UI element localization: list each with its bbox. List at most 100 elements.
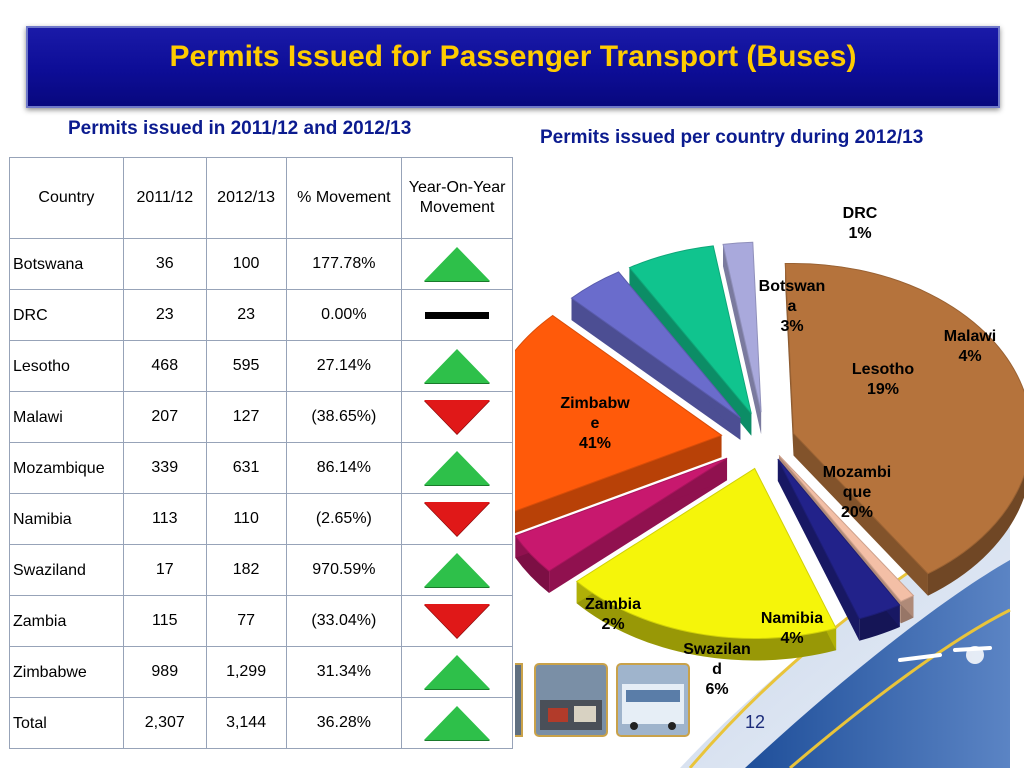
pie-label-swaziland: Swazilan d 6%	[683, 641, 751, 698]
header-country: Country	[9, 157, 124, 239]
table-row: Zimbabwe 989 1,299 31.34%	[9, 646, 513, 698]
pie-label-namibia: Namibia 4%	[761, 610, 823, 647]
pie-label-malawi: Malawi 4%	[944, 328, 996, 365]
pie-slice-malawi	[515, 457, 728, 594]
table-title: Permits issued in 2011/12 and 2012/13	[68, 118, 412, 139]
trend-cell	[401, 595, 513, 647]
table-row: Namibia 113 110 (2.65%)	[9, 493, 513, 545]
value-2011-12-cell: 115	[122, 595, 207, 647]
value-2011-12-cell: 989	[122, 646, 207, 698]
pie-label-mozambique: Mozambi que 20%	[823, 464, 891, 521]
trend-down-arrow-icon	[424, 400, 491, 434]
header-2011-12: 2011/12	[122, 157, 207, 239]
table-row: Swaziland 17 182 970.59%	[9, 544, 513, 596]
pie-label-zimbabwe: Zimbabw e 41%	[560, 395, 630, 452]
country-cell: Botswana	[9, 238, 124, 290]
table-body: Botswana 36 100 177.78% DRC 23 23 0.00% Lesotho 4…	[9, 238, 513, 749]
trend-down-arrow-icon	[424, 604, 491, 638]
value-2011-12-cell: 2,307	[122, 697, 207, 749]
value-2011-12-cell: 207	[122, 391, 207, 443]
table-row: Zambia 115 77 (33.04%)	[9, 595, 513, 647]
percent-movement-cell: (38.65%)	[285, 391, 403, 443]
page-title: Permits Issued for Passenger Transport (…	[169, 40, 857, 73]
value-2011-12-cell: 113	[122, 493, 207, 545]
percent-movement-cell: 0.00%	[285, 289, 403, 341]
title-banner: Permits Issued for Passenger Transport (…	[26, 26, 1000, 108]
trend-cell	[401, 697, 513, 749]
header-year-on-year: Year-On-Year Movement	[401, 157, 513, 239]
pie-label-drc: DRC 1%	[843, 205, 878, 242]
table-header-row: Country 2011/12 2012/13 % Movement Year-…	[9, 157, 513, 239]
bus-photo-1	[515, 663, 523, 737]
trend-up-arrow-icon	[424, 247, 491, 281]
table-row: Botswana 36 100 177.78%	[9, 238, 513, 290]
pie-label-lesotho: Lesotho 19%	[852, 361, 914, 398]
bus-photo-strip	[515, 663, 690, 737]
country-cell: DRC	[9, 289, 124, 341]
trend-cell	[401, 340, 513, 392]
value-2011-12-cell: 339	[122, 442, 207, 494]
country-cell: Lesotho	[9, 340, 124, 392]
value-2012-13-cell: 182	[205, 544, 287, 596]
percent-movement-cell: (2.65%)	[285, 493, 403, 545]
trend-up-arrow-icon	[424, 706, 491, 740]
trend-cell	[401, 544, 513, 596]
trend-cell	[401, 238, 513, 290]
table-row: Total 2,307 3,144 36.28%	[9, 697, 513, 749]
pie-slice-namibia	[570, 271, 741, 440]
percent-movement-cell: 86.14%	[285, 442, 403, 494]
pie-slices	[515, 241, 1024, 661]
trend-up-arrow-icon	[424, 655, 491, 689]
value-2011-12-cell: 23	[122, 289, 207, 341]
percent-movement-cell: 970.59%	[285, 544, 403, 596]
table-row: DRC 23 23 0.00%	[9, 289, 513, 341]
trend-up-arrow-icon	[424, 451, 491, 485]
value-2012-13-cell: 1,299	[205, 646, 287, 698]
header-2012-13: 2012/13	[205, 157, 287, 239]
trend-flat-bar-icon	[425, 311, 490, 319]
value-2012-13-cell: 77	[205, 595, 287, 647]
chart-title: Permits issued per country during 2012/1…	[540, 127, 924, 148]
pie-label-zambia: Zambia 2%	[585, 596, 641, 633]
country-cell: Zambia	[9, 595, 124, 647]
percent-movement-cell: 27.14%	[285, 340, 403, 392]
country-cell: Malawi	[9, 391, 124, 443]
pie-slice-zimbabwe	[784, 262, 1024, 596]
trend-cell	[401, 391, 513, 443]
value-2011-12-cell: 17	[122, 544, 207, 596]
trend-down-arrow-icon	[424, 502, 491, 536]
percent-movement-cell: 31.34%	[285, 646, 403, 698]
percent-movement-cell: 177.78%	[285, 238, 403, 290]
pie-slice-mozambique	[515, 314, 723, 534]
table-row: Malawi 207 127 (38.65%)	[9, 391, 513, 443]
pie-slice-lesotho	[575, 467, 837, 661]
pie-slice-botswana	[777, 458, 901, 641]
permits-table: Country 2011/12 2012/13 % Movement Year-…	[9, 157, 513, 749]
country-cell: Total	[9, 697, 124, 749]
value-2012-13-cell: 127	[205, 391, 287, 443]
value-2012-13-cell: 23	[205, 289, 287, 341]
country-cell: Zimbabwe	[9, 646, 124, 698]
trend-up-arrow-icon	[424, 349, 491, 383]
pie-labels: Zimbabw e 41% DRC 1% Botswan a 3% Lesotho 19% Mala…	[560, 205, 996, 698]
pie-label-botswana: Botswan a 3%	[759, 278, 826, 335]
trend-cell	[401, 289, 513, 341]
percent-movement-cell: 36.28%	[285, 697, 403, 749]
pie-slice-swaziland	[628, 245, 752, 436]
trend-cell	[401, 646, 513, 698]
trend-cell	[401, 442, 513, 494]
value-2012-13-cell: 631	[205, 442, 287, 494]
value-2012-13-cell: 100	[205, 238, 287, 290]
country-cell: Namibia	[9, 493, 124, 545]
header-percent-movement: % Movement	[285, 157, 403, 239]
trend-cell	[401, 493, 513, 545]
pie-chart: Zimbabw e 41% DRC 1% Botswan a 3% Lesotho 19% Mala…	[515, 205, 1024, 768]
country-cell: Swaziland	[9, 544, 124, 596]
slide-number: 12	[745, 712, 765, 732]
table-row: Lesotho 468 595 27.14%	[9, 340, 513, 392]
value-2011-12-cell: 468	[122, 340, 207, 392]
percent-movement-cell: (33.04%)	[285, 595, 403, 647]
pie-slice-zambia	[722, 241, 762, 435]
value-2012-13-cell: 110	[205, 493, 287, 545]
country-cell: Mozambique	[9, 442, 124, 494]
